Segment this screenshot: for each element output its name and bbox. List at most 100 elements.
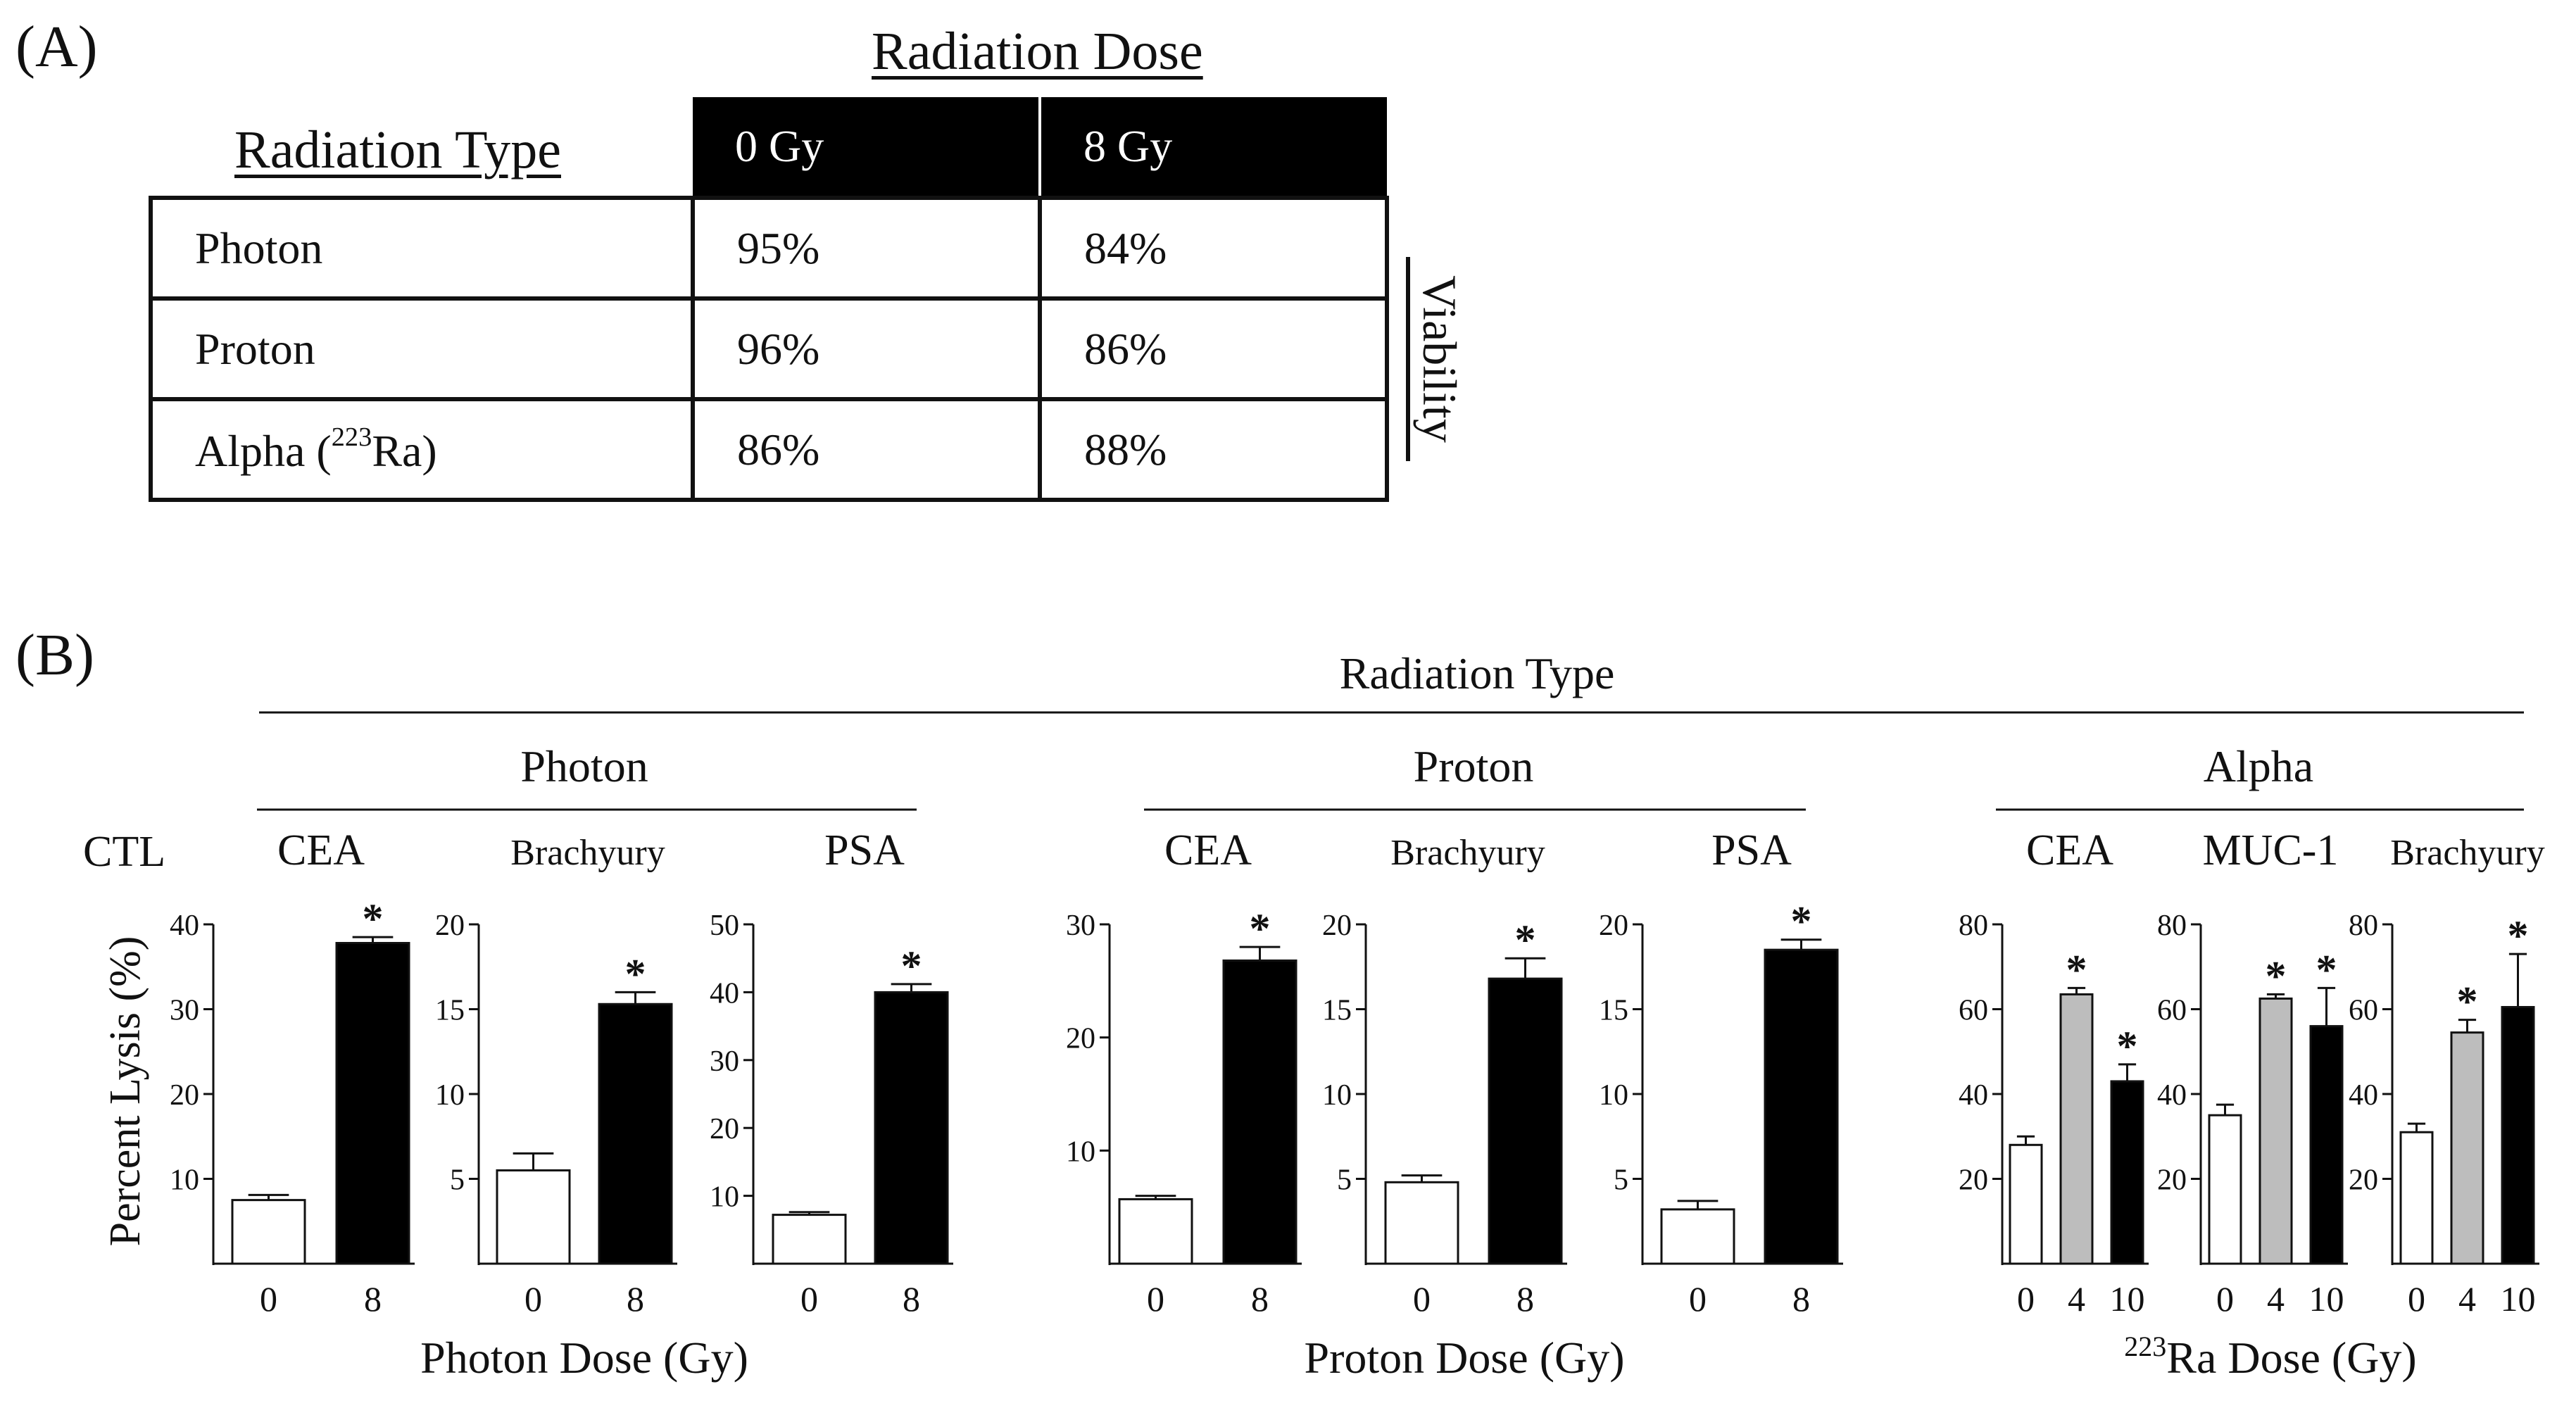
table-row: Photon 95% 84% bbox=[149, 196, 1389, 301]
viability-cell: 88% bbox=[1038, 397, 1389, 502]
subplot-title: CEA bbox=[277, 826, 365, 874]
viability-cell: 84% bbox=[1038, 196, 1389, 301]
x-tick-label: 0 bbox=[1147, 1279, 1164, 1319]
radiation-type-cell: Alpha (223Ra) bbox=[149, 397, 695, 502]
y-tick-label: 80 bbox=[1959, 910, 1988, 942]
y-tick-label: 10 bbox=[710, 1181, 739, 1214]
viability-label: Viability bbox=[1413, 275, 1466, 443]
x-tick-label: 0 bbox=[524, 1279, 542, 1319]
y-tick-label: 20 bbox=[1599, 910, 1628, 942]
significance-star: * bbox=[2066, 946, 2087, 993]
significance-star: * bbox=[1515, 917, 1536, 963]
bar bbox=[1764, 948, 1839, 1265]
x-axis-label-proton: Proton Dose (Gy) bbox=[1304, 1333, 1624, 1383]
x-tick-label: 0 bbox=[800, 1279, 818, 1319]
significance-star: * bbox=[2266, 953, 2287, 999]
x-tick-label: 8 bbox=[627, 1279, 644, 1319]
y-tick-label: 40 bbox=[710, 977, 739, 1010]
bar bbox=[2110, 1080, 2144, 1265]
y-tick-label: 20 bbox=[1322, 910, 1352, 942]
y-tick-label: 40 bbox=[2157, 1079, 2187, 1112]
significance-star: * bbox=[2457, 979, 2478, 1025]
x-tick-label: 10 bbox=[2110, 1279, 2145, 1319]
subplot-title: CEA bbox=[1164, 826, 1252, 874]
y-tick-label: 10 bbox=[1599, 1079, 1628, 1112]
radiation-type-header: Radiation Type bbox=[234, 120, 561, 180]
bar bbox=[2399, 1131, 2434, 1265]
subplot-title: Brachyury bbox=[1390, 833, 1545, 873]
x-tick-label: 4 bbox=[2458, 1279, 2476, 1319]
dose-header-row: 0 Gy 8 Gy bbox=[151, 97, 1387, 198]
y-tick-label: 40 bbox=[170, 910, 199, 942]
y-tick-label: 20 bbox=[170, 1079, 199, 1112]
viability-cell: 86% bbox=[691, 397, 1042, 502]
panel-a-label: (A) bbox=[15, 14, 98, 80]
bar bbox=[1384, 1181, 1459, 1265]
y-tick-label: 30 bbox=[710, 1045, 739, 1078]
significance-star: * bbox=[2117, 1023, 2138, 1069]
radiation-type-title: Radiation Type bbox=[1340, 648, 1615, 698]
y-tick-label: 10 bbox=[435, 1079, 465, 1112]
subplot-title: CEA bbox=[2026, 826, 2113, 874]
subplot-title: PSA bbox=[1711, 826, 1792, 874]
subplot-title: Brachyury bbox=[2390, 833, 2544, 873]
x-tick-label: 8 bbox=[903, 1279, 920, 1319]
x-tick-label: 0 bbox=[260, 1279, 277, 1319]
y-tick-label: 5 bbox=[450, 1164, 465, 1197]
viability-table: 0 Gy 8 Gy Photon 95% 84% Proton 96% 86% … bbox=[149, 97, 1389, 502]
y-tick-label: 40 bbox=[2349, 1079, 2378, 1112]
x-tick-label: 8 bbox=[1792, 1279, 1810, 1319]
x-tick-label: 0 bbox=[2408, 1279, 2425, 1319]
x-tick-label: 4 bbox=[2068, 1279, 2085, 1319]
x-tick-label: 8 bbox=[364, 1279, 382, 1319]
bar bbox=[772, 1214, 847, 1265]
bar bbox=[1118, 1198, 1193, 1265]
bar bbox=[231, 1199, 306, 1265]
bar bbox=[496, 1169, 571, 1265]
y-tick-label: 15 bbox=[1599, 995, 1628, 1027]
y-tick-label: 80 bbox=[2157, 910, 2187, 942]
dose-col-8gy: 8 Gy bbox=[1038, 97, 1387, 198]
radiation-dose-header: Radiation Dose bbox=[872, 22, 1203, 81]
y-tick-label: 40 bbox=[1959, 1079, 1988, 1112]
significance-star: * bbox=[1791, 898, 1812, 945]
group-title-proton: Proton bbox=[1414, 741, 1534, 791]
significance-star: * bbox=[625, 950, 646, 997]
x-tick-label: 0 bbox=[1689, 1279, 1707, 1319]
y-tick-label: 15 bbox=[435, 995, 465, 1027]
significance-star: * bbox=[2316, 946, 2337, 993]
group-title-photon: Photon bbox=[520, 741, 648, 791]
bar bbox=[2258, 997, 2293, 1265]
viability-cell: 95% bbox=[691, 196, 1042, 301]
bar bbox=[1660, 1208, 1735, 1265]
y-tick-label: 60 bbox=[2349, 995, 2378, 1027]
y-tick-label: 30 bbox=[1066, 910, 1095, 942]
x-axis-label-photon: Photon Dose (Gy) bbox=[420, 1333, 748, 1383]
y-tick-label: 50 bbox=[710, 910, 739, 942]
y-tick-label: 60 bbox=[1959, 995, 1988, 1027]
x-tick-label: 10 bbox=[2501, 1279, 2536, 1319]
x-tick-label: 8 bbox=[1251, 1279, 1269, 1319]
y-tick-label: 10 bbox=[1322, 1079, 1352, 1112]
bar bbox=[1222, 959, 1298, 1265]
bar bbox=[2501, 1005, 2535, 1265]
radiation-type-cell: Photon bbox=[149, 196, 695, 301]
y-tick-label: 30 bbox=[170, 995, 199, 1027]
y-tick-label: 5 bbox=[1337, 1164, 1352, 1197]
bar-charts: CEA102030400*8Brachyury51015200*8PSA1020… bbox=[170, 826, 2545, 1319]
bar bbox=[2009, 1143, 2043, 1265]
radiation-type-cell: Proton bbox=[149, 296, 695, 401]
subplot-title: Brachyury bbox=[510, 833, 665, 873]
x-tick-label: 0 bbox=[2216, 1279, 2234, 1319]
bar bbox=[2450, 1031, 2484, 1265]
y-tick-label: 10 bbox=[1066, 1136, 1095, 1168]
ctl-label: CTL bbox=[83, 828, 165, 876]
significance-star: * bbox=[2508, 912, 2529, 959]
y-tick-label: 10 bbox=[170, 1164, 199, 1197]
viability-cell: 86% bbox=[1038, 296, 1389, 401]
bar bbox=[874, 991, 949, 1265]
y-tick-label: 80 bbox=[2349, 910, 2378, 942]
bar bbox=[1488, 977, 1563, 1265]
table-row: Alpha (223Ra) 86% 88% bbox=[149, 397, 1389, 502]
